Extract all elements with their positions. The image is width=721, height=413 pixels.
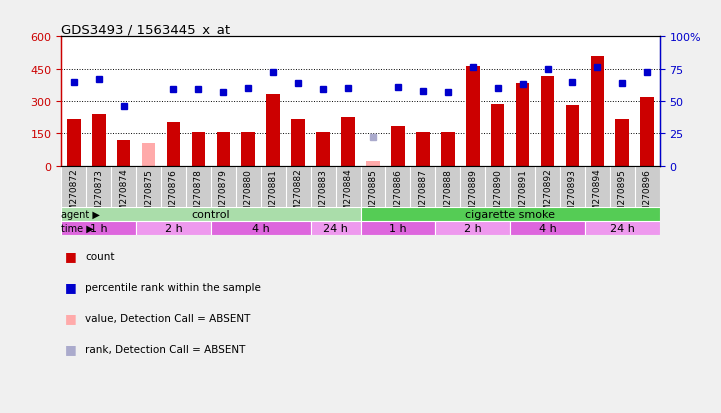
Text: GSM270889: GSM270889 (468, 168, 477, 223)
Bar (167, 123, 180, 166)
Bar (216, 133, 230, 166)
Text: GSM270884: GSM270884 (343, 168, 353, 223)
Text: GSM270893: GSM270893 (568, 168, 577, 223)
Bar (516, 83, 529, 166)
Text: agent ▶: agent ▶ (61, 209, 100, 219)
Text: ■: ■ (65, 342, 76, 356)
Text: GSM270892: GSM270892 (543, 168, 552, 223)
Bar (391, 126, 404, 166)
Text: control: control (192, 209, 230, 219)
Text: GSM270887: GSM270887 (418, 168, 428, 223)
Text: GSM270894: GSM270894 (593, 168, 602, 223)
Bar (360, 207, 660, 221)
Bar (142, 144, 156, 166)
Text: GSM270890: GSM270890 (493, 168, 502, 223)
Text: GSM270885: GSM270885 (368, 168, 378, 223)
Text: GSM270875: GSM270875 (144, 168, 153, 223)
Text: ■: ■ (65, 311, 76, 325)
Bar (366, 162, 380, 166)
Bar (360, 221, 435, 235)
Text: GSM270888: GSM270888 (443, 168, 452, 223)
Bar (311, 221, 360, 235)
Text: GSM270895: GSM270895 (618, 168, 627, 223)
Bar (291, 120, 305, 166)
Text: GSM270886: GSM270886 (394, 168, 402, 223)
Bar (435, 221, 510, 235)
Text: time ▶: time ▶ (61, 223, 94, 233)
Text: count: count (85, 251, 115, 261)
Text: rank, Detection Call = ABSENT: rank, Detection Call = ABSENT (85, 344, 245, 354)
Bar (117, 140, 131, 166)
Bar (266, 95, 280, 166)
Text: 1 h: 1 h (90, 223, 107, 233)
Bar (192, 133, 205, 166)
Bar (565, 106, 579, 166)
Text: percentile rank within the sample: percentile rank within the sample (85, 282, 261, 292)
Text: GSM270873: GSM270873 (94, 168, 103, 223)
Text: GDS3493 / 1563445_x_at: GDS3493 / 1563445_x_at (61, 23, 231, 36)
Bar (136, 221, 211, 235)
Bar (585, 221, 660, 235)
Bar (341, 118, 355, 166)
Text: GSM270876: GSM270876 (169, 168, 178, 223)
Text: 4 h: 4 h (539, 223, 557, 233)
Text: GSM270883: GSM270883 (319, 168, 327, 223)
Text: GSM270878: GSM270878 (194, 168, 203, 223)
Text: 4 h: 4 h (252, 223, 270, 233)
Text: 24 h: 24 h (323, 223, 348, 233)
Bar (416, 133, 430, 166)
Text: GSM270881: GSM270881 (269, 168, 278, 223)
Bar (466, 67, 479, 166)
Text: GSM270882: GSM270882 (293, 168, 303, 223)
Text: GSM270891: GSM270891 (518, 168, 527, 223)
Text: 2 h: 2 h (164, 223, 182, 233)
Text: cigarette smoke: cigarette smoke (465, 209, 555, 219)
Bar (491, 105, 505, 166)
Text: 24 h: 24 h (610, 223, 634, 233)
Text: ■: ■ (65, 249, 76, 263)
Bar (510, 221, 585, 235)
Text: value, Detection Call = ABSENT: value, Detection Call = ABSENT (85, 313, 250, 323)
Text: GSM270879: GSM270879 (219, 168, 228, 223)
Bar (67, 120, 81, 166)
Bar (242, 133, 255, 166)
Bar (541, 77, 554, 166)
Bar (211, 221, 311, 235)
Text: GSM270874: GSM270874 (119, 168, 128, 223)
Text: GSM270896: GSM270896 (642, 168, 652, 223)
Bar (92, 114, 105, 166)
Bar (590, 57, 604, 166)
Text: 2 h: 2 h (464, 223, 482, 233)
Bar (441, 133, 455, 166)
Text: GSM270880: GSM270880 (244, 168, 253, 223)
Text: ■: ■ (65, 280, 76, 294)
Bar (616, 120, 629, 166)
Bar (61, 221, 136, 235)
Text: GSM270872: GSM270872 (69, 168, 79, 223)
Bar (640, 97, 654, 166)
Bar (61, 207, 360, 221)
Text: 1 h: 1 h (389, 223, 407, 233)
Bar (317, 133, 330, 166)
